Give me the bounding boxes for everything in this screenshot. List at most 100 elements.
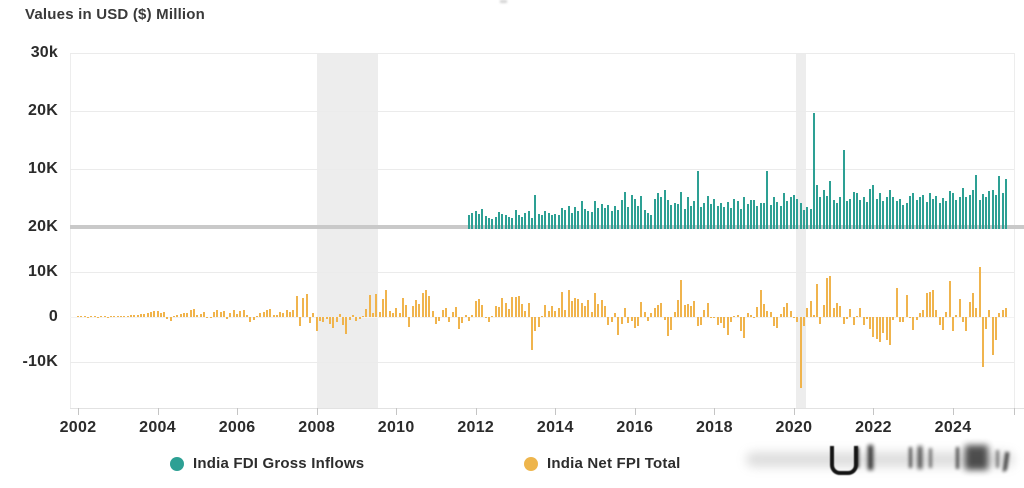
bar[interactable] xyxy=(478,214,481,229)
bar[interactable] xyxy=(633,317,636,328)
bar[interactable] xyxy=(623,191,626,229)
bar[interactable] xyxy=(633,198,636,229)
bar[interactable] xyxy=(733,315,736,317)
bar[interactable] xyxy=(574,207,577,229)
bar[interactable] xyxy=(1005,308,1008,317)
bar[interactable] xyxy=(481,209,484,229)
bar[interactable] xyxy=(865,202,868,229)
bar[interactable] xyxy=(620,317,623,325)
bar[interactable] xyxy=(418,304,421,317)
bar[interactable] xyxy=(928,291,931,317)
bar[interactable] xyxy=(368,295,371,317)
bar[interactable] xyxy=(275,314,278,317)
bar[interactable] xyxy=(166,317,169,319)
bar[interactable] xyxy=(362,315,365,317)
bar[interactable] xyxy=(434,317,437,324)
bar[interactable] xyxy=(836,203,839,229)
bar[interactable] xyxy=(315,317,318,332)
bar[interactable] xyxy=(928,192,931,229)
bar[interactable] xyxy=(769,204,772,229)
bar[interactable] xyxy=(309,317,311,324)
bar[interactable] xyxy=(623,308,626,317)
bar[interactable] xyxy=(852,191,855,229)
bar[interactable] xyxy=(269,308,272,317)
bar[interactable] xyxy=(796,198,799,229)
bar[interactable] xyxy=(481,304,484,317)
bar[interactable] xyxy=(676,204,679,229)
bar[interactable] xyxy=(504,303,507,317)
bar[interactable] xyxy=(700,206,703,229)
bar[interactable] xyxy=(322,317,325,323)
bar[interactable] xyxy=(905,294,908,317)
bar[interactable] xyxy=(342,317,345,326)
bar[interactable] xyxy=(517,214,520,229)
bar[interactable] xyxy=(594,293,597,317)
bar[interactable] xyxy=(438,317,441,321)
bar[interactable] xyxy=(809,301,812,317)
bar[interactable] xyxy=(484,317,487,318)
bar[interactable] xyxy=(544,210,547,229)
bar[interactable] xyxy=(647,213,650,229)
bar[interactable] xyxy=(670,204,673,229)
bar[interactable] xyxy=(401,298,404,317)
bar[interactable] xyxy=(845,201,848,229)
bar[interactable] xyxy=(683,209,686,229)
bar[interactable] xyxy=(942,317,945,331)
bar[interactable] xyxy=(474,300,477,317)
bar[interactable] xyxy=(246,314,249,317)
bar[interactable] xyxy=(849,198,852,229)
bar[interactable] xyxy=(156,311,159,317)
bar[interactable] xyxy=(749,314,752,317)
bar[interactable] xyxy=(216,310,219,317)
bar[interactable] xyxy=(454,307,457,317)
bar[interactable] xyxy=(226,317,229,320)
bar[interactable] xyxy=(879,317,882,342)
bar[interactable] xyxy=(285,310,288,317)
bar[interactable] xyxy=(487,217,490,229)
bar[interactable] xyxy=(756,306,759,317)
bar[interactable] xyxy=(723,207,726,229)
bar[interactable] xyxy=(660,302,663,317)
bar[interactable] xyxy=(753,317,756,318)
bar[interactable] xyxy=(756,206,759,229)
bar[interactable] xyxy=(746,312,749,317)
bar[interactable] xyxy=(325,317,328,319)
bar[interactable] xyxy=(541,215,544,229)
bar[interactable] xyxy=(265,310,268,317)
bar[interactable] xyxy=(259,312,262,317)
bar[interactable] xyxy=(96,317,99,318)
bar[interactable] xyxy=(461,317,464,324)
bar[interactable] xyxy=(653,199,656,229)
bar[interactable] xyxy=(139,314,142,317)
bar[interactable] xyxy=(889,317,892,346)
bar[interactable] xyxy=(720,317,722,324)
bar[interactable] xyxy=(988,191,991,229)
bar[interactable] xyxy=(981,317,984,367)
bar[interactable] xyxy=(531,217,534,229)
bar[interactable] xyxy=(448,317,451,322)
bar[interactable] xyxy=(666,200,669,229)
bar[interactable] xyxy=(444,308,447,317)
bar[interactable] xyxy=(557,307,560,317)
bar[interactable] xyxy=(338,314,341,317)
bar[interactable] xyxy=(908,196,911,229)
bar[interactable] xyxy=(123,316,126,317)
bar[interactable] xyxy=(507,309,510,317)
bar[interactable] xyxy=(832,308,835,317)
bar[interactable] xyxy=(713,199,716,229)
bar[interactable] xyxy=(239,311,242,317)
bar[interactable] xyxy=(836,303,839,317)
bar[interactable] xyxy=(922,195,925,229)
bar[interactable] xyxy=(1001,310,1004,317)
bar[interactable] xyxy=(935,310,938,317)
bar[interactable] xyxy=(763,203,766,229)
bar[interactable] xyxy=(494,305,497,317)
bar[interactable] xyxy=(657,192,660,229)
bar[interactable] xyxy=(630,317,633,321)
bar[interactable] xyxy=(898,317,901,322)
bar[interactable] xyxy=(912,193,915,229)
bar[interactable] xyxy=(617,317,620,336)
bar[interactable] xyxy=(289,312,292,317)
bar[interactable] xyxy=(471,314,474,317)
bar[interactable] xyxy=(710,317,713,318)
